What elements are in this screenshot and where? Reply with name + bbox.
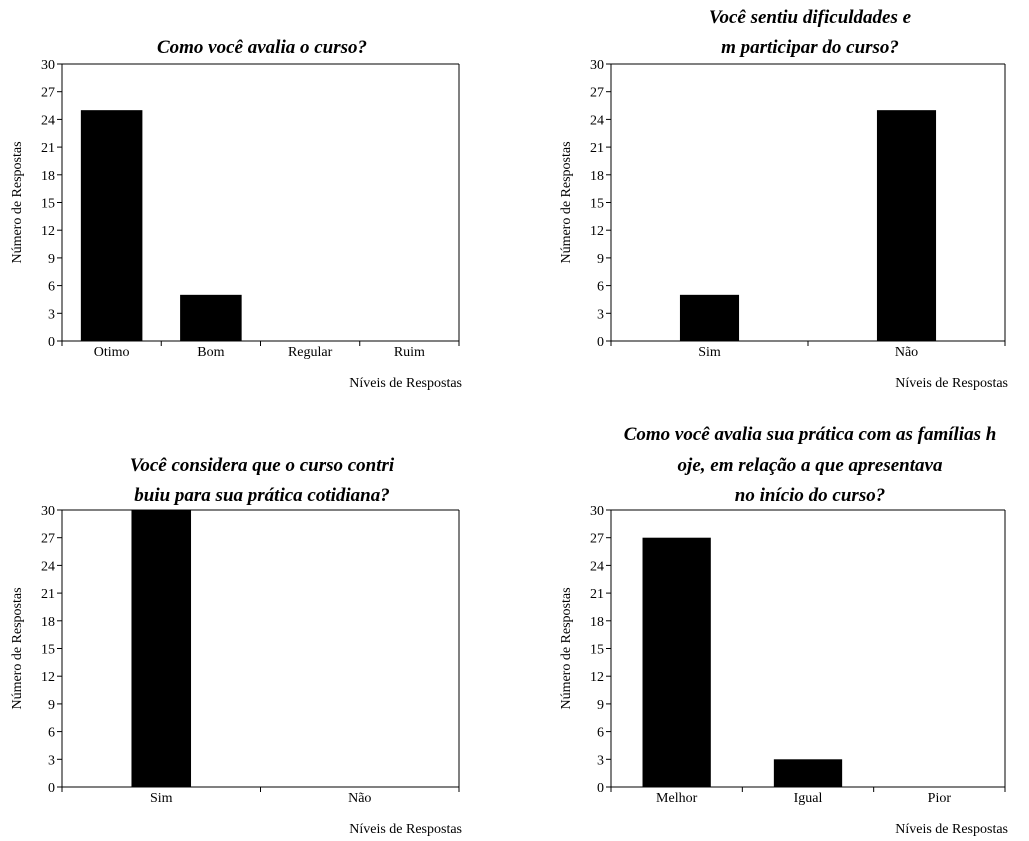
x-axis-label: Níveis de Respostas [349,376,462,391]
y-tick-label: 9 [48,698,55,713]
y-tick-label: 15 [590,197,604,212]
y-tick-label: 15 [590,643,604,658]
y-tick-label: 18 [590,615,604,630]
y-tick-label: 18 [41,615,55,630]
y-tick-label: 0 [597,335,604,350]
chart-title-line-3: no início do curso? [735,485,885,506]
y-tick-label: 3 [597,307,604,322]
y-tick-label: 27 [590,86,604,101]
x-category-label: Sim [150,791,173,806]
y-tick-label: 24 [590,559,604,574]
y-tick-label: 27 [41,86,55,101]
y-tick-label: 9 [597,698,604,713]
x-category-label: Melhor [656,791,698,806]
y-tick-label: 18 [590,169,604,184]
y-tick-label: 3 [48,307,55,322]
y-axis-label: Número de Respostas [10,587,25,709]
y-tick-label: 18 [41,169,55,184]
chart-title-line-2: oje, em relação a que apresentava [678,455,943,476]
y-tick-label: 12 [590,224,604,239]
x-category-label: Otimo [94,345,130,360]
x-category-label: Não [895,345,918,360]
y-axis-label: Número de Respostas [559,141,574,263]
chart-title-line-1: Você considera que o curso contri [130,455,395,476]
bar [131,510,192,787]
y-tick-label: 30 [590,58,604,73]
x-category-label: Igual [794,791,823,806]
chart-practice-with-families: Como você avalia sua prática com as famí… [559,424,1008,837]
bar [773,759,843,787]
y-tick-label: 3 [48,753,55,768]
chart-course-rating: Como você avalia o curso? 0 3 6 9 12 15 18 21 24… [10,37,462,391]
y-tick-label: 0 [597,781,604,796]
x-category-label: Não [348,791,371,806]
y-tick-label: 15 [41,643,55,658]
y-tick-label: 24 [590,113,604,128]
y-tick-label: 30 [41,58,55,73]
x-axis-label: Níveis de Respostas [895,822,1008,837]
bar [180,294,242,341]
chart-title-line-2: m participar do curso? [721,37,899,58]
x-axis-label: Níveis de Respostas [895,376,1008,391]
x-category-label: Sim [698,345,721,360]
y-tick-label: 24 [41,559,55,574]
y-tick-label: 21 [41,141,55,156]
y-tick-label: 6 [48,280,55,295]
chart-title-line-2: buiu para sua prática cotidiana? [134,485,390,506]
chart-title-line-1: Você sentiu dificuldades e [709,7,912,28]
y-tick-label: 9 [597,252,604,267]
x-axis-label: Níveis de Respostas [349,822,462,837]
y-tick-label: 30 [41,504,55,519]
y-tick-label: 6 [597,280,604,295]
y-tick-label: 12 [41,670,55,685]
y-tick-label: 3 [597,753,604,768]
y-tick-label: 0 [48,335,55,350]
y-tick-label: 12 [41,224,55,239]
x-category-label: Pior [928,791,952,806]
y-tick-label: 15 [41,197,55,212]
y-tick-label: 30 [590,504,604,519]
y-tick-label: 0 [48,781,55,796]
y-tick-label: 12 [590,670,604,685]
x-category-label: Ruim [394,345,425,360]
y-axis-label: Número de Respostas [559,587,574,709]
x-category-label: Bom [197,345,224,360]
chart-title-line-1: Como você avalia sua prática com as famí… [624,424,997,445]
y-axis-label: Número de Respostas [10,141,25,263]
bar [80,110,143,342]
bar [642,537,711,787]
y-tick-label: 24 [41,113,55,128]
y-tick-label: 21 [590,587,604,602]
y-tick-label: 9 [48,252,55,267]
bar [679,294,740,341]
y-tick-label: 27 [41,532,55,547]
chart-participation-difficulty: Você sentiu dificuldades e m participar … [559,7,1008,391]
y-tick-label: 27 [590,532,604,547]
y-tick-label: 6 [597,726,604,741]
chart-title-line-1: Como você avalia o curso? [157,37,367,58]
chart-daily-practice-contribution: Você considera que o curso contri buiu p… [10,455,462,837]
x-category-label: Regular [288,345,333,360]
bar [876,110,937,342]
y-tick-label: 21 [590,141,604,156]
y-tick-label: 6 [48,726,55,741]
y-tick-label: 21 [41,587,55,602]
